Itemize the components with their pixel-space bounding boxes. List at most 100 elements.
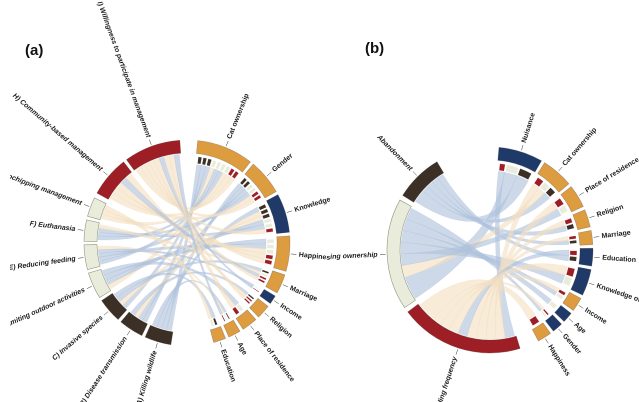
chord-diagram-a: A) Killing wildlife B) Disease transmissi… bbox=[10, 1, 330, 402]
label-leader-line bbox=[149, 139, 152, 145]
inner-ring-segment bbox=[562, 275, 573, 287]
label-leader-line bbox=[568, 318, 574, 323]
inner-ring-segment bbox=[259, 275, 267, 281]
sector-label-Religion: Religion bbox=[268, 316, 293, 340]
label-leader-line bbox=[126, 330, 131, 336]
inner-ring-segment bbox=[248, 187, 257, 195]
sector-label-G) Microchipping management: G) Microchipping management bbox=[10, 165, 83, 208]
inner-ring-segment bbox=[545, 187, 556, 198]
label-leader-line bbox=[103, 171, 108, 176]
ribbon-D) Limiting outdoor activities-Place of residence bbox=[102, 261, 240, 306]
inner-ring-segment bbox=[257, 278, 266, 284]
inner-ring-segment bbox=[569, 250, 578, 256]
sector-arc-Abandonment bbox=[402, 161, 445, 203]
sector-arc-D) Limiting outdoor activities bbox=[88, 268, 112, 298]
sector-label-Knowledge of biodiversity: Knowledge of biodiversity bbox=[294, 182, 330, 214]
inner-ring-segment bbox=[498, 163, 506, 172]
inner-ring-segment bbox=[243, 297, 251, 305]
sector-arc-Income bbox=[259, 288, 276, 304]
sector-arc-G) Microchipping management bbox=[87, 197, 107, 221]
inner-ring-segment bbox=[245, 183, 254, 192]
inner-ring-segment bbox=[264, 259, 273, 266]
sector-label-Age: Age bbox=[236, 341, 248, 356]
inner-ring-segment bbox=[265, 227, 274, 233]
label-leader-line bbox=[225, 140, 229, 147]
inner-ring-segment bbox=[206, 158, 213, 167]
sector-label-Stray cat feeding frequency: Stray cat feeding frequency bbox=[424, 355, 459, 402]
label-leader-line bbox=[250, 325, 255, 331]
inner-ring-segment bbox=[201, 157, 208, 166]
sector-label-A) Killing wildlife: A) Killing wildlife bbox=[136, 350, 159, 402]
label-leader-line bbox=[578, 192, 584, 196]
inner-ring-segment bbox=[557, 289, 567, 296]
inner-ring-segment bbox=[264, 222, 273, 229]
ribbon-C) Invasive species-Education bbox=[113, 273, 216, 319]
label-leader-line bbox=[455, 349, 458, 355]
sector-arc-A) Killing wildlife bbox=[144, 324, 174, 346]
inner-ring-segment bbox=[548, 300, 558, 310]
inner-ring-segment bbox=[533, 177, 544, 188]
sector-arc-F) Euthanasia bbox=[83, 219, 100, 242]
inner-ring-segment bbox=[260, 272, 269, 278]
ribbon-H) Community-based management-Marriage bbox=[121, 177, 260, 278]
inner-ring-segment bbox=[227, 167, 235, 177]
sector-arc-Education bbox=[209, 326, 226, 343]
label-leader-line bbox=[77, 229, 84, 231]
ribbon-Stray cat feeding frequency-Happiness bbox=[419, 279, 536, 320]
sector-label-B) Disease transmission: B) Disease transmission bbox=[79, 336, 129, 402]
inner-ring-segment bbox=[245, 295, 253, 303]
inner-ring-segment bbox=[266, 244, 275, 249]
label-leader-line bbox=[155, 343, 158, 349]
inner-ring-segment bbox=[266, 238, 275, 244]
ribbon-B) Disease transmission-Religion bbox=[130, 271, 249, 316]
ribbon-I) Willingness to participate in management-Religion bbox=[163, 155, 245, 300]
chord-diagram-b: Stray cat feeding frequency Free-ranging … bbox=[330, 112, 639, 402]
sector-label-E) Reducing feeding: E) Reducing feeding bbox=[10, 255, 77, 271]
inner-ring-segment bbox=[231, 170, 240, 180]
inner-ring-segment bbox=[517, 168, 532, 180]
label-leader-line bbox=[545, 338, 549, 344]
inner-ring-segment bbox=[568, 235, 577, 240]
sector-arc-Cat ownership bbox=[537, 162, 570, 193]
sector-label-Free-ranging ownership: Free-ranging ownership bbox=[330, 252, 378, 263]
inner-ring-segment bbox=[258, 203, 267, 211]
inner-ring-segment bbox=[253, 285, 261, 291]
sector-arc-Age bbox=[223, 319, 241, 338]
label-leader-line bbox=[589, 215, 595, 218]
sector-arc-Education bbox=[578, 247, 594, 267]
inner-ring-segment bbox=[564, 217, 573, 225]
sector-arc-Happiness bbox=[531, 322, 551, 342]
sector-label-Age: Age bbox=[572, 321, 587, 335]
label-leader-line bbox=[266, 172, 272, 177]
sector-arc-Religion bbox=[249, 297, 269, 318]
ribbon-G) Microchipping management-Education bbox=[104, 205, 213, 320]
label-leader-line bbox=[219, 342, 223, 348]
ribbon-E) Reducing feeding-Age bbox=[97, 245, 225, 314]
sector-label-C) Invasive species: C) Invasive species bbox=[51, 314, 104, 362]
inner-ring-segment bbox=[529, 315, 540, 327]
inner-ring-segment bbox=[215, 161, 222, 170]
sector-arc-I) Willingness to participate in management bbox=[126, 139, 182, 171]
sector-arc-B) Disease transmission bbox=[120, 311, 148, 336]
label-leader-line bbox=[274, 300, 279, 304]
sector-label-I) Willingness to participate in management: I) Willingness to participate in managem… bbox=[96, 1, 152, 140]
sector-arc-Stray cat feeding frequency bbox=[407, 303, 521, 354]
inner-ring-segment bbox=[252, 287, 260, 293]
inner-ring-segment bbox=[225, 312, 231, 320]
sector-label-Religion: Religion bbox=[596, 204, 624, 219]
sector-label-Income: Income bbox=[583, 307, 608, 326]
inner-ring-segment bbox=[231, 306, 240, 316]
label-leader-line bbox=[558, 166, 563, 172]
sector-arc-Income bbox=[562, 291, 582, 311]
sector-arc-H) Community-based management bbox=[96, 161, 133, 200]
ribbon-H) Community-based management-Religion bbox=[125, 173, 247, 298]
label-leader-line bbox=[558, 328, 563, 334]
inner-ring-segment bbox=[266, 249, 274, 255]
sector-arc-Gender bbox=[244, 163, 277, 199]
inner-ring-segment bbox=[565, 267, 576, 278]
inner-ring-segment bbox=[239, 177, 248, 186]
inner-ring-segment bbox=[247, 293, 255, 300]
sector-label-Cat ownership: Cat ownership bbox=[561, 127, 598, 168]
sector-label-Knowledge of biodiversity: Knowledge of biodiversity bbox=[595, 283, 639, 317]
sector-arc-Place of residence bbox=[560, 186, 584, 213]
